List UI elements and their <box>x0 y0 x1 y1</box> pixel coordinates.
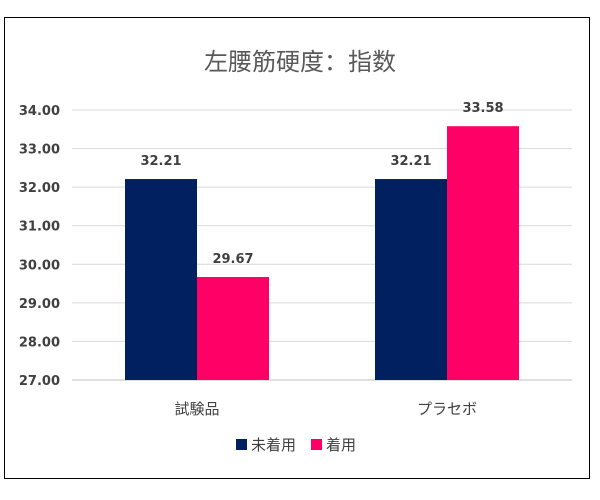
bar-unworn <box>375 179 447 380</box>
y-tick-label: 31.00 <box>19 220 60 235</box>
y-tick-label: 29.00 <box>19 297 60 312</box>
data-label: 32.21 <box>390 154 431 169</box>
chart-title: 左腰筋硬度：指数 <box>204 48 396 76</box>
legend-label: 未着用 <box>251 436 296 454</box>
data-labels: 32.21 29.67 32.21 33.58 <box>140 101 503 267</box>
x-tick-label: 試験品 <box>174 400 219 418</box>
y-tick-label: 34.00 <box>19 104 60 119</box>
legend: 未着用 着用 <box>236 436 356 454</box>
data-label: 32.21 <box>140 154 181 169</box>
y-tick-label: 28.00 <box>19 335 60 350</box>
bars <box>125 126 519 380</box>
legend-swatch <box>236 439 247 450</box>
bar-unworn <box>125 179 197 380</box>
x-axis: 試験品 プラセボ <box>174 400 477 418</box>
y-tick-label: 30.00 <box>19 258 60 273</box>
legend-label: 着用 <box>326 436 356 454</box>
y-axis: 27.00 28.00 29.00 30.00 31.00 32.00 33.00 34.00 <box>19 104 60 389</box>
y-tick-label: 27.00 <box>19 374 60 389</box>
data-label: 29.67 <box>212 252 253 267</box>
bar-worn <box>447 126 519 380</box>
y-tick-label: 32.00 <box>19 181 60 196</box>
legend-swatch <box>311 439 322 450</box>
data-label: 33.58 <box>462 101 503 116</box>
bar-worn <box>197 277 269 380</box>
y-tick-label: 33.00 <box>19 143 60 158</box>
x-tick-label: プラセボ <box>417 400 477 418</box>
